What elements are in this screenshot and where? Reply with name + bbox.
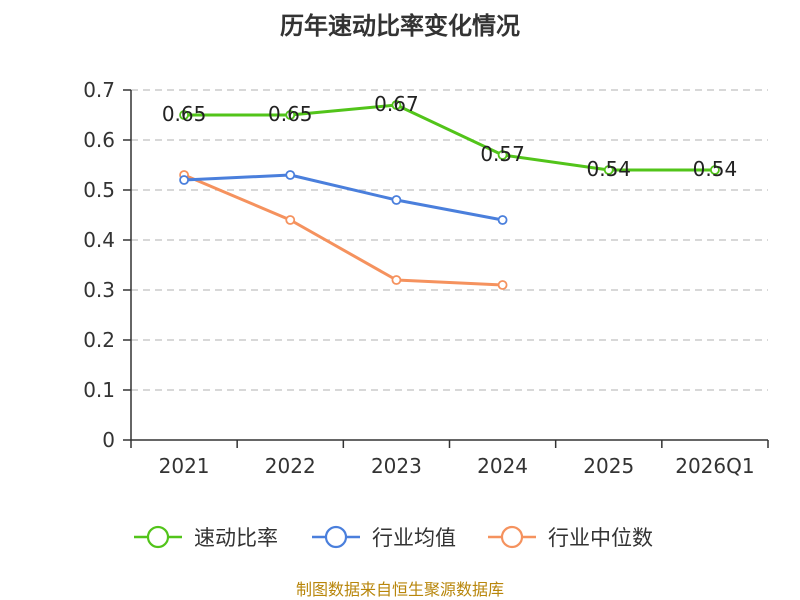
series-line xyxy=(184,103,715,172)
axes xyxy=(123,89,769,448)
y-tick-label: 0.5 xyxy=(83,178,115,202)
series-lines xyxy=(179,100,720,290)
legend-item: 行业均值 xyxy=(312,525,456,550)
data-point xyxy=(285,170,296,180)
legend-item: 行业中位数 xyxy=(488,525,653,550)
data-point xyxy=(179,110,189,120)
data-point xyxy=(603,165,614,175)
x-tick-label: 2025 xyxy=(583,454,634,478)
y-tick-label: 0 xyxy=(102,428,115,452)
y-tick-labels: 0 0.1 0.2 0.3 0.4 0.5 0.6 0.7 xyxy=(83,78,115,452)
legend-marker xyxy=(500,525,524,549)
data-label: 0.65 xyxy=(268,102,313,126)
data-label: 0.65 xyxy=(162,102,207,126)
y-tick-label: 0.1 xyxy=(83,378,115,402)
series-line xyxy=(184,173,503,222)
data-point xyxy=(497,150,508,160)
data-label: 0.54 xyxy=(693,157,738,181)
data-point xyxy=(285,110,296,120)
data-point xyxy=(391,275,402,285)
y-tick-label: 0.4 xyxy=(83,228,115,252)
x-tick-label: 2022 xyxy=(265,454,316,478)
series-line xyxy=(183,173,503,287)
x-tick-label: 2021 xyxy=(159,454,210,478)
x-tick-labels: 2021 2022 2023 2024 2025 2026Q1 xyxy=(159,454,755,478)
legend: 速动比率 行业均值 行业中位数 xyxy=(134,525,653,550)
y-tick-label: 0.6 xyxy=(83,128,115,152)
series-0 xyxy=(179,100,720,175)
data-point xyxy=(391,195,402,205)
legend-label: 行业均值 xyxy=(372,526,456,550)
data-point xyxy=(497,280,508,290)
gridlines xyxy=(131,89,768,391)
data-label: 0.57 xyxy=(480,142,525,166)
legend-marker xyxy=(146,525,170,549)
series-2 xyxy=(179,170,508,290)
data-point xyxy=(285,215,296,225)
series-1 xyxy=(179,170,508,225)
legend-item: 速动比率 xyxy=(134,525,278,550)
legend-label: 行业中位数 xyxy=(548,526,653,550)
data-label: 0.54 xyxy=(586,157,631,181)
chart-title: 历年速动比率变化情况 xyxy=(280,12,520,40)
data-point xyxy=(497,215,508,225)
data-labels: 0.65 0.65 0.67 0.57 0.54 0.54 xyxy=(162,92,737,181)
x-tick-label: 2023 xyxy=(371,454,422,478)
data-point xyxy=(391,100,402,110)
y-tick-label: 0.7 xyxy=(83,78,115,102)
data-point xyxy=(710,165,720,175)
x-tick-label: 2026Q1 xyxy=(675,454,754,478)
legend-label: 速动比率 xyxy=(194,526,278,550)
source-note: 制图数据来自恒生聚源数据库 xyxy=(296,580,504,599)
data-point xyxy=(179,175,189,185)
data-label: 0.67 xyxy=(374,92,419,116)
x-tick-label: 2024 xyxy=(477,454,528,478)
legend-marker xyxy=(324,525,348,549)
y-tick-label: 0.2 xyxy=(83,328,115,352)
y-tick-label: 0.3 xyxy=(83,278,115,302)
